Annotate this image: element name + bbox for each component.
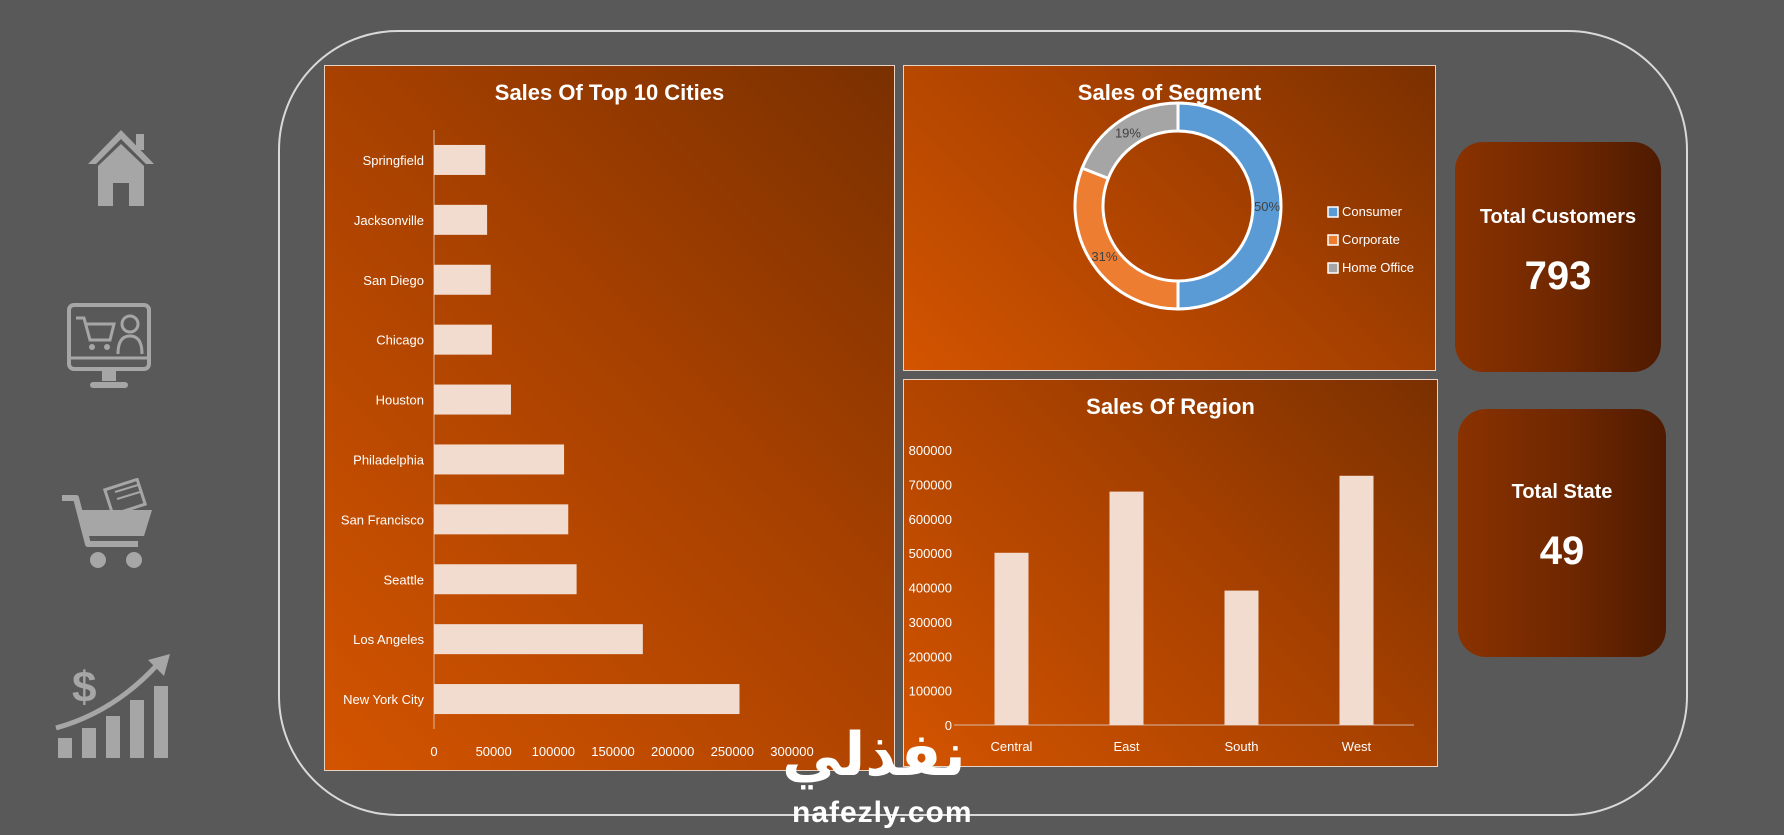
watermark-url: nafezly.com [792,796,973,829]
y-tick-label: Los Angeles [353,632,424,647]
x-tick-label: 100000 [532,744,575,759]
x-tick-label: South [1225,739,1259,754]
total-state-card: Total State 49 [1458,409,1666,657]
bar-west [1339,475,1374,725]
y-tick-label: 600000 [909,512,952,527]
y-tick-label: Springfield [363,153,424,168]
y-tick-label: 0 [945,718,952,733]
legend-swatch [1327,262,1339,274]
bar-houston [434,384,511,415]
y-tick-label: 500000 [909,546,952,561]
x-tick-label: 200000 [651,744,694,759]
svg-text:$: $ [72,663,96,712]
y-tick-label: San Francisco [341,512,424,527]
shopping-cart-icon[interactable] [60,477,158,572]
bar-south [1224,590,1259,725]
bar-east [1109,491,1144,725]
sales-growth-icon[interactable]: $ [54,650,172,760]
legend-swatch [1327,206,1339,218]
region-chart-title: Sales Of Region [1086,394,1255,419]
online-shop-icon[interactable] [66,302,152,394]
y-tick-label: San Diego [363,273,424,288]
bar-san-diego [434,264,491,295]
bar-central [994,552,1029,725]
legend-swatch [1327,234,1339,246]
y-tick-label: 300000 [909,615,952,630]
y-tick-label: New York City [343,692,424,707]
region-bar-chart: 0 100000 200000 300000 400000 500000 600000 700… [909,443,1414,754]
bar-new-york-city [434,684,740,715]
x-tick-label: Central [991,739,1033,754]
cities-chart-title: Sales Of Top 10 Cities [494,80,725,105]
bar-chicago [434,324,492,355]
x-tick-label: West [1342,739,1372,754]
total-customers-label: Total Customers [1479,206,1637,228]
y-tick-label: Philadelphia [353,452,425,467]
total-state-label: Total State [1511,481,1613,503]
watermark-arabic: نفذلي [782,720,966,790]
y-tick-label: Seattle [384,572,424,587]
x-tick-label: 300000 [770,744,813,759]
data-label: 50% [1254,199,1280,214]
y-tick-label: Jacksonville [354,213,424,228]
x-tick-label: 0 [430,744,437,759]
bar-jacksonville [434,204,488,235]
dashboard-frame [278,30,1688,816]
x-tick-label: East [1113,739,1139,754]
x-tick-label: 150000 [591,744,634,759]
total-customers-value: 793 [1524,254,1592,298]
bar-los-angeles [434,624,643,655]
y-tick-label: 200000 [909,649,952,664]
y-tick-label: 700000 [909,477,952,492]
y-tick-label: 100000 [909,684,952,699]
bar-philadelphia [434,444,565,475]
bar-san-francisco [434,504,569,535]
legend-label: Home Office [1342,260,1414,275]
x-tick-label: 250000 [711,744,754,759]
cities-bar-chart: Springfield Jacksonville San Diego Chicago H… [341,130,814,759]
home-icon[interactable] [86,128,156,208]
data-label: 31% [1091,249,1117,264]
x-tick-label: 50000 [476,744,512,759]
y-tick-label: 800000 [909,443,952,458]
y-tick-label: 400000 [909,581,952,596]
total-customers-card: Total Customers 793 [1455,142,1661,372]
bar-seattle [434,564,577,595]
y-tick-label: Houston [376,393,424,408]
legend-label: Corporate [1342,232,1400,247]
total-state-value: 49 [1539,529,1585,573]
slice-corporate [1073,166,1180,311]
y-tick-label: Chicago [376,333,424,348]
legend-label: Consumer [1342,204,1403,219]
data-label: 19% [1115,125,1141,140]
slice-home-office [1080,101,1180,181]
segment-chart-title: Sales of Segment [1077,80,1262,105]
segment-chart-panel: Sales of Segment 50% 31% 19% Consumer Corpor… [903,65,1436,371]
cities-chart-panel: Sales Of Top 10 Cities Springfield Jackso… [324,65,895,771]
bar-springfield [434,144,486,175]
slice-consumer [1176,101,1283,311]
region-chart-panel: Sales Of Region 0 100000 200000 300000 40000… [903,379,1438,767]
segment-donut-chart: 50% 31% 19% Consumer Corporate Home Office [1073,101,1414,311]
